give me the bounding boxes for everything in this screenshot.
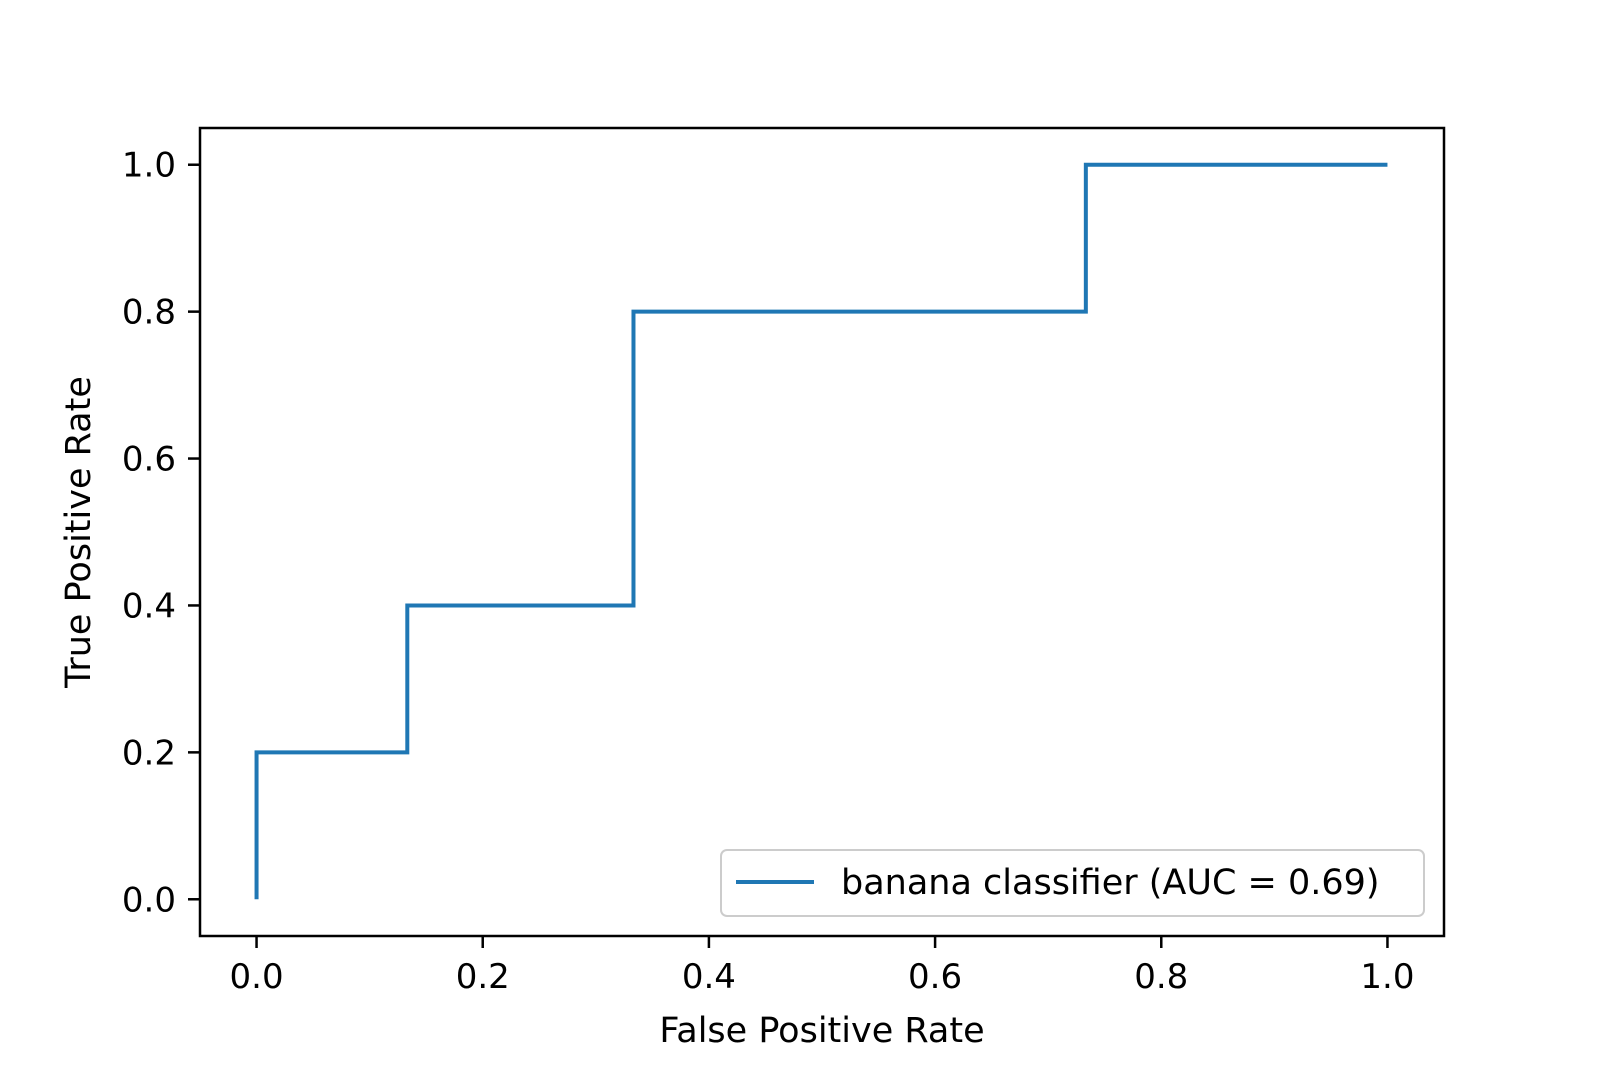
legend: banana classifier (AUC = 0.69) — [720, 849, 1425, 917]
x-tick-label: 0.4 — [682, 957, 736, 997]
y-tick-label: 0.4 — [122, 586, 176, 626]
y-tick-label: 0.8 — [122, 293, 176, 333]
x-tick-label: 0.2 — [456, 957, 510, 997]
x-tick-label: 0.0 — [230, 957, 284, 997]
y-axis-label: True Positive Rate — [59, 376, 99, 689]
x-tick-label: 0.8 — [1134, 957, 1188, 997]
x-tick-label: 0.6 — [908, 957, 962, 997]
plot-frame — [198, 126, 1446, 938]
legend-entry-label: banana classifier (AUC = 0.69) — [841, 863, 1380, 903]
y-tick-label: 1.0 — [122, 146, 176, 186]
y-tick-label: 0.0 — [122, 880, 176, 920]
roc-curve-line — [254, 162, 1388, 900]
y-tick-label: 0.2 — [122, 733, 176, 773]
x-tick-label: 1.0 — [1360, 957, 1414, 997]
legend-box — [720, 849, 1425, 917]
y-tick-label: 0.6 — [122, 440, 176, 480]
x-axis-label: False Positive Rate — [659, 1011, 984, 1051]
